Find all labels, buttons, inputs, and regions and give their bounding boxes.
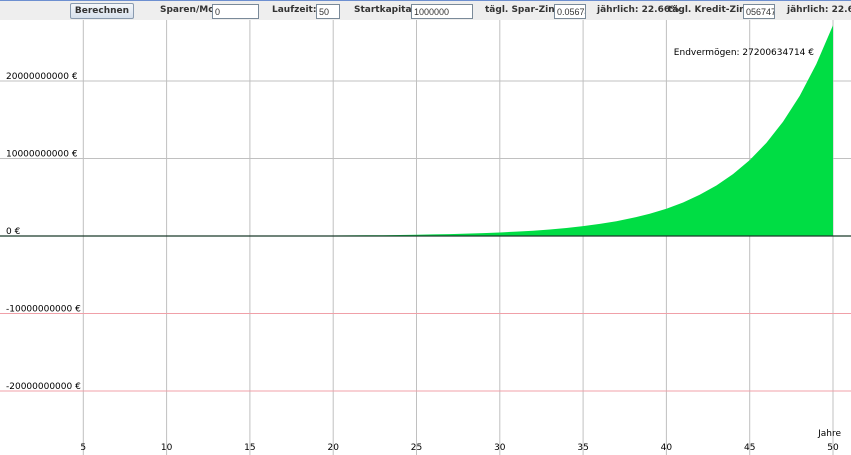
x-tick-label: 25 [411, 443, 422, 453]
save-rate-input[interactable] [554, 4, 586, 19]
credit-rate-input[interactable] [743, 4, 775, 19]
x-tick-label: 5 [80, 443, 86, 453]
x-tick-label: 40 [661, 443, 673, 453]
area-series [0, 25, 833, 237]
x-tick-label: 10 [161, 443, 173, 453]
toolbar: Berechnen Sparen/Monat: Laufzeit: Startk… [0, 0, 851, 20]
x-tick-label: 45 [744, 443, 755, 453]
savings-label: Sparen/Monat: [160, 5, 235, 15]
save-rate-label: tägl. Spar-Zins: [485, 5, 564, 15]
x-tick-label: 35 [577, 443, 588, 453]
chart: 20000000000 € 10000000000 € 0 € -1000000000… [0, 20, 851, 455]
savings-input[interactable] [212, 4, 259, 19]
y-tick-label: -10000000000 € [6, 305, 81, 315]
x-tick-label: 20 [327, 443, 339, 453]
credit-rate-label: tägl. Kredit-Zins: [668, 5, 755, 15]
x-tick-label: 30 [494, 443, 506, 453]
y-tick-label: -20000000000 € [6, 382, 81, 392]
term-label: Laufzeit: [272, 5, 317, 15]
y-tick-label: 20000000000 € [6, 72, 78, 82]
x-tick-label: 50 [827, 443, 839, 453]
term-input[interactable] [316, 4, 340, 19]
save-annual-rate: jährlich: 22.66% [597, 5, 680, 15]
capital-label: Startkapital: [354, 5, 419, 15]
y-tick-label: 0 € [6, 227, 21, 237]
capital-input[interactable] [411, 4, 473, 19]
y-tick-label: 10000000000 € [6, 150, 78, 160]
x-axis-label: Jahre [817, 429, 841, 439]
final-value-annotation: Endvermögen: 27200634714 € [674, 48, 814, 58]
credit-annual-rate: jährlich: 22.66% [787, 5, 851, 15]
calculate-button[interactable]: Berechnen [70, 3, 134, 19]
x-tick-label: 15 [244, 443, 255, 453]
